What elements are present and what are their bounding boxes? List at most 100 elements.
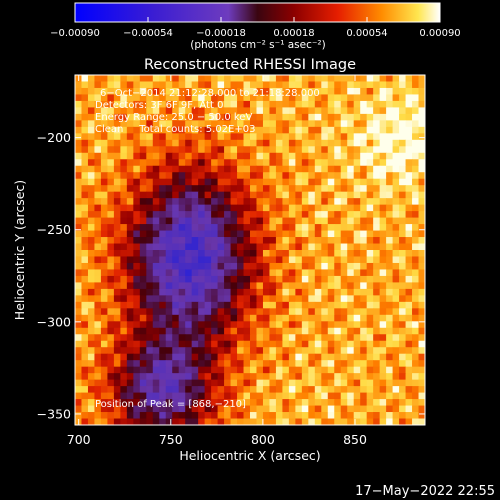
heatmap-cell (198, 295, 206, 303)
heatmap-cell (334, 217, 342, 225)
heatmap-cell (224, 340, 232, 348)
heatmap-cell (243, 133, 251, 141)
heatmap-cell (113, 386, 121, 394)
heatmap-cell (139, 159, 147, 167)
heatmap-cell (133, 94, 141, 102)
heatmap-cell (347, 314, 355, 322)
heatmap-cell (353, 327, 361, 335)
heatmap-cell (379, 269, 387, 277)
heatmap-cell (211, 159, 219, 167)
heatmap-cell (347, 282, 355, 290)
heatmap-cell (211, 198, 219, 206)
heatmap-cell (204, 198, 212, 206)
heatmap-cell (87, 100, 95, 108)
heatmap-cell (75, 133, 82, 141)
heatmap-cell (224, 185, 232, 193)
heatmap-cell (353, 405, 361, 413)
heatmap-cell (172, 373, 180, 381)
heatmap-cell (217, 185, 225, 193)
heatmap-cell (308, 146, 316, 154)
heatmap-cell (217, 198, 225, 206)
heatmap-cell (288, 360, 296, 368)
heatmap-cell (100, 165, 108, 173)
heatmap-cell (211, 353, 219, 361)
heatmap-cell (321, 243, 329, 251)
heatmap-cell (295, 308, 303, 316)
heatmap-cell (107, 75, 115, 82)
heatmap-cell (126, 386, 134, 394)
heatmap-cell (275, 230, 283, 238)
heatmap-cell (314, 152, 322, 160)
heatmap-cell (360, 133, 368, 141)
heatmap-cell (282, 418, 290, 425)
heatmap-cell (288, 87, 296, 95)
heatmap-cell (353, 353, 361, 361)
heatmap-cell (308, 275, 316, 283)
heatmap-cell (269, 308, 277, 316)
heatmap-cell (133, 360, 141, 368)
heatmap-cell (224, 282, 232, 290)
heatmap-cell (412, 327, 420, 335)
heatmap-cell (262, 282, 270, 290)
heatmap-cell (386, 386, 394, 394)
heatmap-cell (113, 360, 121, 368)
heatmap-cell (360, 185, 368, 193)
heatmap-cell (360, 262, 368, 270)
heatmap-cell (126, 288, 134, 296)
heatmap-cell (275, 191, 283, 199)
heatmap-cell (301, 139, 309, 147)
heatmap-cell (133, 301, 141, 309)
heatmap-cell (379, 392, 387, 400)
heatmap-cell (386, 308, 394, 316)
heatmap-cell (191, 412, 199, 420)
heatmap-cell (159, 295, 167, 303)
heatmap-cell (288, 159, 296, 167)
heatmap-cell (198, 327, 206, 335)
heatmap-cell (139, 295, 147, 303)
heatmap-cell (282, 94, 290, 102)
heatmap-cell (191, 211, 199, 219)
heatmap-cell (133, 269, 141, 277)
heatmap-cell (191, 224, 199, 232)
heatmap-cell (321, 301, 329, 309)
heatmap-cell (100, 405, 108, 413)
heatmap-cell (230, 165, 238, 173)
heatmap-cell (107, 379, 115, 387)
heatmap-cell (373, 178, 381, 186)
heatmap-cell (412, 347, 420, 355)
heatmap-cell (262, 334, 270, 342)
heatmap-cell (87, 308, 95, 316)
heatmap-cell (237, 366, 245, 374)
heatmap-cell (133, 250, 141, 257)
heatmap-cell (288, 340, 296, 348)
heatmap-cell (211, 191, 219, 199)
heatmap-cell (107, 165, 115, 173)
heatmap-cell (185, 288, 193, 296)
heatmap-cell (87, 139, 95, 147)
heatmap-cell (152, 100, 160, 108)
heatmap-cell (353, 275, 361, 283)
heatmap-cell (282, 321, 290, 329)
heatmap-cell (81, 243, 89, 251)
heatmap-cell (198, 256, 206, 264)
heatmap-cell (165, 146, 173, 154)
heatmap-cell (308, 269, 316, 277)
heatmap-cell (301, 347, 309, 355)
heatmap-cell (107, 204, 115, 212)
heatmap-cell (418, 412, 425, 420)
heatmap-cell (237, 159, 245, 167)
heatmap-cell (185, 133, 193, 141)
heatmap-cell (405, 87, 413, 95)
heatmap-cell (250, 172, 257, 180)
heatmap-cell (165, 133, 173, 141)
heatmap-cell (314, 178, 322, 186)
heatmap-cell (107, 353, 115, 361)
heatmap-cell (366, 340, 374, 348)
heatmap-cell (87, 314, 95, 322)
heatmap-cell (211, 107, 219, 115)
heatmap-cell (224, 412, 232, 420)
heatmap-cell (405, 139, 413, 147)
heatmap-cell (379, 418, 387, 425)
heatmap-cell (418, 340, 425, 348)
heatmap-cell (224, 81, 232, 89)
